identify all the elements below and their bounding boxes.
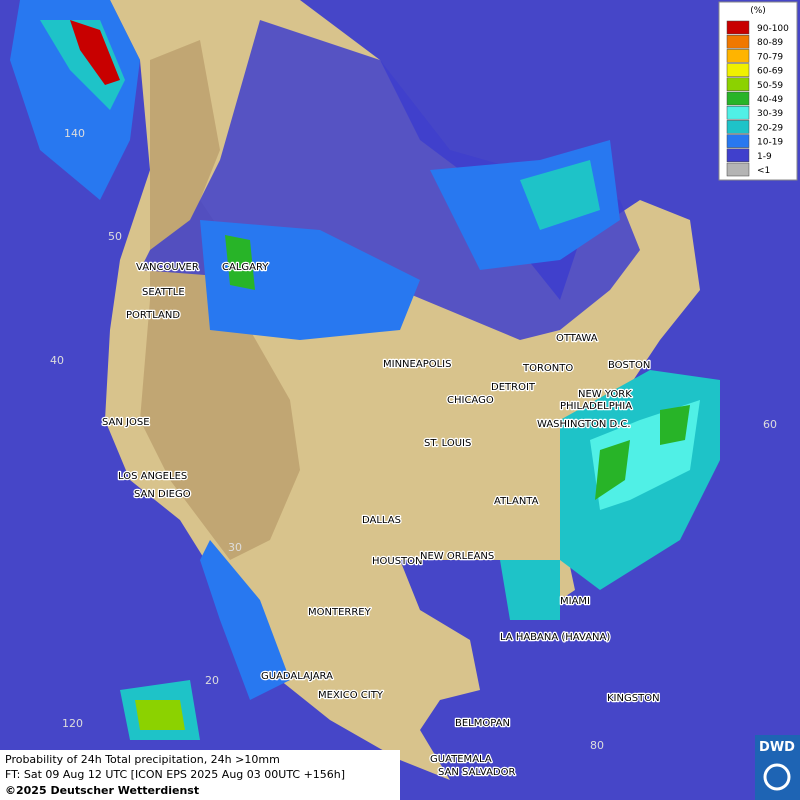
city-label: VANCOUVER [136, 262, 199, 273]
city-label: LOS ANGELES [118, 471, 187, 482]
caption-line: Probability of 24h Total precipitation, … [5, 753, 280, 766]
caption-box [0, 750, 400, 800]
city-label: MONTERREY [308, 607, 372, 618]
city-label: OTTAWA [556, 333, 598, 344]
city-label: SEATTLE [142, 287, 185, 298]
caption-line: FT: Sat 09 Aug 12 UTC [ICON EPS 2025 Aug… [5, 768, 345, 781]
grid-label: 140 [64, 127, 85, 140]
legend-label: 40-49 [757, 95, 783, 105]
legend-swatch [726, 77, 750, 92]
legend-label: 10-19 [757, 138, 783, 148]
city-label: ST. LOUIS [424, 438, 471, 449]
legend-label: 50-59 [757, 81, 783, 91]
legend-swatch [726, 63, 750, 77]
city-label: SAN JOSE [102, 417, 150, 428]
city-label: DETROIT [491, 382, 536, 393]
precip-90-100 [70, 20, 120, 85]
grid-label: 120 [62, 717, 83, 730]
city-label: ATLANTA [494, 496, 539, 507]
legend-label: 1-9 [757, 152, 772, 162]
precip-10-19 [200, 220, 420, 340]
city-label: BELMOPAN [455, 718, 510, 729]
legend-swatch [726, 105, 750, 120]
logo: DWD [759, 740, 795, 755]
legend-label: 30-39 [757, 109, 783, 119]
precip-40-49 [225, 235, 255, 290]
city-label: NEW ORLEANS [420, 551, 494, 562]
city-label: PORTLAND [126, 310, 180, 321]
grid-label: 30 [228, 541, 242, 554]
city-label: MINNEAPOLIS [383, 359, 451, 370]
legend-swatch [726, 91, 750, 106]
legend-swatch [726, 20, 750, 35]
city-label: NEW YORK [578, 389, 632, 400]
legend-label: 90-100 [757, 24, 789, 34]
city-label: LA HABANA (HAVANA) [500, 632, 610, 643]
city-label: WASHINGTON D.C. [537, 419, 631, 430]
city-label: GUATEMALA [430, 754, 492, 765]
legend-swatch [726, 49, 750, 63]
city-label: GUADALAJARA [261, 671, 333, 682]
legend-label: 60-69 [757, 67, 783, 77]
precip-10-19 [200, 540, 290, 700]
precip-40-49 [660, 405, 690, 445]
precip-50-59 [135, 700, 185, 730]
precip-40-49 [595, 440, 630, 500]
grid-label: 60 [763, 418, 777, 431]
grid-label: 40 [50, 354, 64, 367]
city-label: TORONTO [522, 363, 573, 374]
legend: (%) 90-100 80-89 70-79 60-69 50-59 40-49 30-39… [718, 1, 798, 181]
legend-title: (%) [750, 6, 766, 16]
precip-20-29 [500, 560, 560, 620]
legend-label: 20-29 [757, 123, 783, 133]
city-label: MIAMI [560, 596, 590, 607]
grid-label: 80 [590, 739, 604, 752]
legend-swatch [726, 120, 750, 134]
logo-swirl [763, 763, 791, 791]
city-label: KINGSTON [607, 693, 660, 704]
legend-label: 80-89 [757, 38, 783, 48]
city-label: BOSTON [608, 360, 650, 371]
city-label: MEXICO CITY [318, 690, 384, 701]
legend-swatch [726, 148, 750, 163]
grid-label: 20 [205, 674, 219, 687]
grid-label: 50 [108, 230, 122, 243]
copyright: ©2025 Deutscher Wetterdienst [5, 784, 199, 797]
legend-label: 70-79 [757, 52, 783, 62]
legend-label: <1 [757, 166, 770, 176]
city-label: PHILADELPHIA [560, 401, 632, 412]
legend-swatch [726, 162, 750, 177]
city-label: DALLAS [362, 515, 401, 526]
legend-swatch [726, 134, 750, 148]
city-label: SAN SALVADOR [438, 767, 515, 778]
legend-swatch [726, 34, 750, 49]
precip-20-29 [520, 160, 600, 230]
city-label: SAN DIEGO [134, 489, 191, 500]
city-label: HOUSTON [372, 556, 423, 567]
city-label: CHICAGO [447, 395, 494, 406]
city-label: CALGARY [222, 262, 269, 273]
